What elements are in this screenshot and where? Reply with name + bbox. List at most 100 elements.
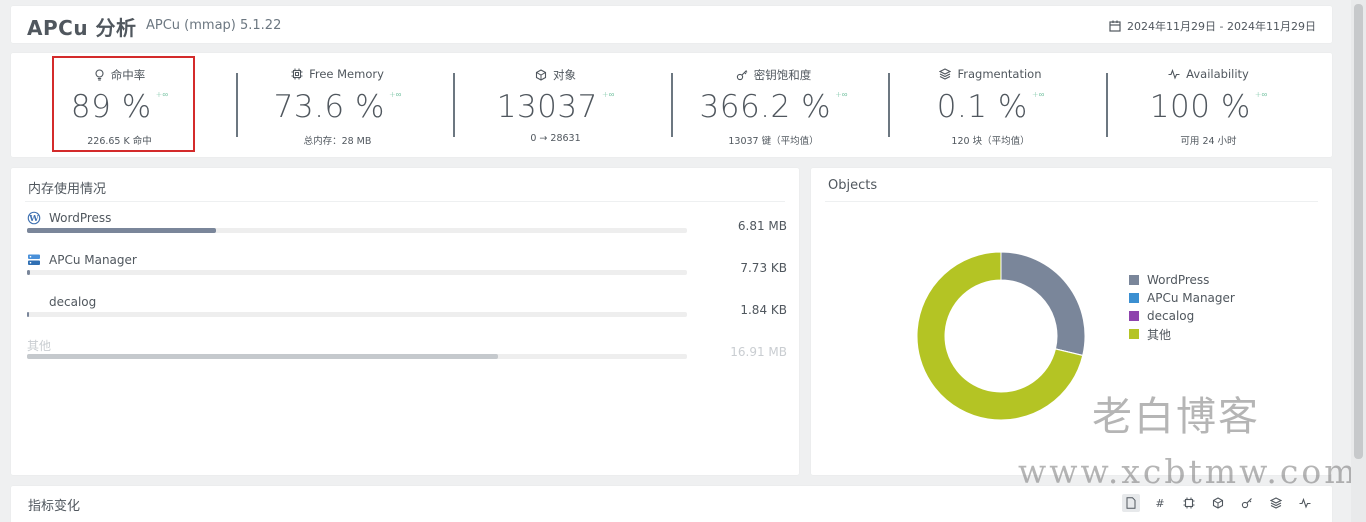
- memory-row-size: 1.84 KB: [740, 303, 787, 317]
- server-icon: [28, 254, 40, 265]
- highlight-box: [52, 56, 195, 152]
- legend-label: WordPress: [1147, 273, 1210, 287]
- legend-swatch: [1129, 293, 1139, 303]
- kpi-key-saturation[interactable]: 密钥饱和度 366.2 % +∞ 13037 键（平均值）: [665, 53, 882, 157]
- kpi-free-memory[interactable]: Free Memory 73.6 % +∞ 总内存：28 MB: [229, 53, 446, 157]
- pulse-icon: [1168, 68, 1180, 80]
- kpi-divider: [236, 73, 238, 137]
- memory-row-label: 其他: [27, 339, 52, 353]
- blank-icon: [27, 295, 41, 309]
- kpi-trend: +∞: [1031, 90, 1045, 99]
- donut-slice-其他[interactable]: [916, 251, 1084, 421]
- objects-panel: Objects WordPress APCu Manager decalog 其…: [811, 168, 1332, 475]
- memory-row: 其他 16.91 MB: [27, 337, 787, 377]
- metric-switcher: #: [1122, 494, 1314, 512]
- panel-title: 指标变化: [28, 499, 81, 514]
- page-title: APCu 分析: [27, 16, 137, 40]
- kpi-label: 对象: [553, 68, 576, 82]
- kpi-subtext: 0 → 28631: [530, 133, 581, 144]
- kpi-availability[interactable]: Availability 100 % +∞ 可用 24 小时: [1100, 53, 1317, 157]
- layers-icon[interactable]: [1267, 494, 1285, 512]
- kpi-trend: +∞: [1254, 90, 1268, 99]
- memory-bar-fill: [27, 312, 29, 317]
- vertical-scrollbar[interactable]: [1351, 0, 1366, 522]
- legend-swatch: [1129, 329, 1139, 339]
- date-range-picker[interactable]: 2024年11月29日 - 2024年11月29日: [1109, 18, 1316, 34]
- memory-row-size: 7.73 KB: [740, 261, 787, 275]
- memory-bar: [27, 270, 687, 275]
- memory-row-size: 16.91 MB: [730, 345, 787, 359]
- kpi-label: Free Memory: [309, 67, 384, 81]
- pulse-icon[interactable]: [1296, 494, 1314, 512]
- legend-label: 其他: [1147, 327, 1172, 342]
- kpi-value: 0.1 %: [936, 89, 1028, 125]
- objects-donut-chart: [916, 251, 1086, 421]
- calendar-icon: [1109, 20, 1121, 32]
- cube-icon[interactable]: [1209, 494, 1227, 512]
- panel-title: 内存使用情况: [28, 182, 107, 197]
- kpi-divider: [453, 73, 455, 137]
- donut-slice-WordPress[interactable]: [1000, 251, 1086, 356]
- kpi-value: 73.6 %: [273, 89, 385, 125]
- memory-usage-panel: 内存使用情况 W WordPress 6.81 MB APCu Manager …: [11, 168, 799, 475]
- legend-swatch: [1129, 311, 1139, 321]
- key-icon[interactable]: [1238, 494, 1256, 512]
- legend-item[interactable]: WordPress: [1129, 271, 1235, 289]
- legend-swatch: [1129, 275, 1139, 285]
- chart-legend: WordPress APCu Manager decalog 其他: [1129, 271, 1235, 343]
- kpi-label: Availability: [1186, 67, 1249, 81]
- memory-row-label: WordPress: [49, 211, 112, 225]
- legend-label: APCu Manager: [1147, 291, 1235, 305]
- kpi-divider: [888, 73, 890, 137]
- legend-label: decalog: [1147, 309, 1195, 323]
- kpi-subtext: 13037 键（平均值）: [728, 136, 819, 147]
- hash-icon[interactable]: #: [1155, 496, 1165, 510]
- panel-title: Objects: [828, 178, 878, 193]
- scrollbar-thumb[interactable]: [1354, 4, 1363, 459]
- date-range-text: 2024年11月29日 - 2024年11月29日: [1127, 20, 1316, 33]
- kpi-value: 13037: [496, 89, 598, 125]
- watermark-url: www.xcbtmw.com: [1018, 452, 1359, 491]
- kpi-label: Fragmentation: [957, 67, 1042, 81]
- wordpress-icon: W: [27, 211, 41, 225]
- memory-row: W WordPress 6.81 MB: [27, 211, 787, 251]
- cpu-chip-icon[interactable]: [1180, 494, 1198, 512]
- memory-bar-fill: [27, 270, 30, 275]
- cpu-chip-icon: [291, 68, 303, 80]
- kpi-trend: +∞: [601, 90, 615, 99]
- key-icon: [736, 70, 748, 81]
- kpi-label: 命中率: [110, 68, 146, 82]
- kpi-value: 89 %: [70, 89, 152, 125]
- kpi-subtext: 总内存：28 MB: [303, 136, 372, 147]
- watermark-text: 老白博客: [1092, 394, 1260, 440]
- memory-bar-fill: [27, 354, 498, 359]
- memory-bar: [27, 354, 687, 359]
- metrics-change-panel: 指标变化 #: [11, 486, 1332, 522]
- legend-item[interactable]: decalog: [1129, 307, 1235, 325]
- document-icon[interactable]: [1122, 494, 1140, 512]
- memory-bar: [27, 312, 687, 317]
- svg-text:W: W: [28, 214, 39, 224]
- cube-icon: [535, 69, 547, 81]
- kpi-subtext: 226.65 K 命中: [87, 136, 152, 147]
- kpi-fragmentation[interactable]: Fragmentation 0.1 % +∞ 120 块（平均值）: [882, 53, 1099, 157]
- kpi-divider: [1106, 73, 1108, 137]
- memory-bar-fill: [27, 228, 217, 233]
- lightbulb-icon: [95, 69, 104, 81]
- kpi-subtext: 120 块（平均值）: [951, 136, 1030, 147]
- memory-row: APCu Manager 7.73 KB: [27, 253, 787, 293]
- kpi-value: 100 %: [1149, 89, 1251, 125]
- kpi-objects[interactable]: 对象 13037 +∞ 0 → 28631: [447, 53, 664, 157]
- kpi-hit-ratio[interactable]: 命中率 89 % +∞ 226.65 K 命中: [11, 53, 228, 157]
- legend-item[interactable]: APCu Manager: [1129, 289, 1235, 307]
- divider: [25, 201, 785, 202]
- layers-icon: [939, 68, 952, 80]
- memory-row-label: decalog: [49, 295, 97, 309]
- kpi-divider: [671, 73, 673, 137]
- memory-bar: [27, 228, 687, 233]
- memory-row-size: 6.81 MB: [737, 219, 787, 233]
- legend-item[interactable]: 其他: [1129, 325, 1235, 343]
- page-subtitle: APCu (mmap) 5.1.22: [146, 18, 282, 33]
- divider: [825, 201, 1318, 202]
- memory-row-label: APCu Manager: [49, 253, 137, 267]
